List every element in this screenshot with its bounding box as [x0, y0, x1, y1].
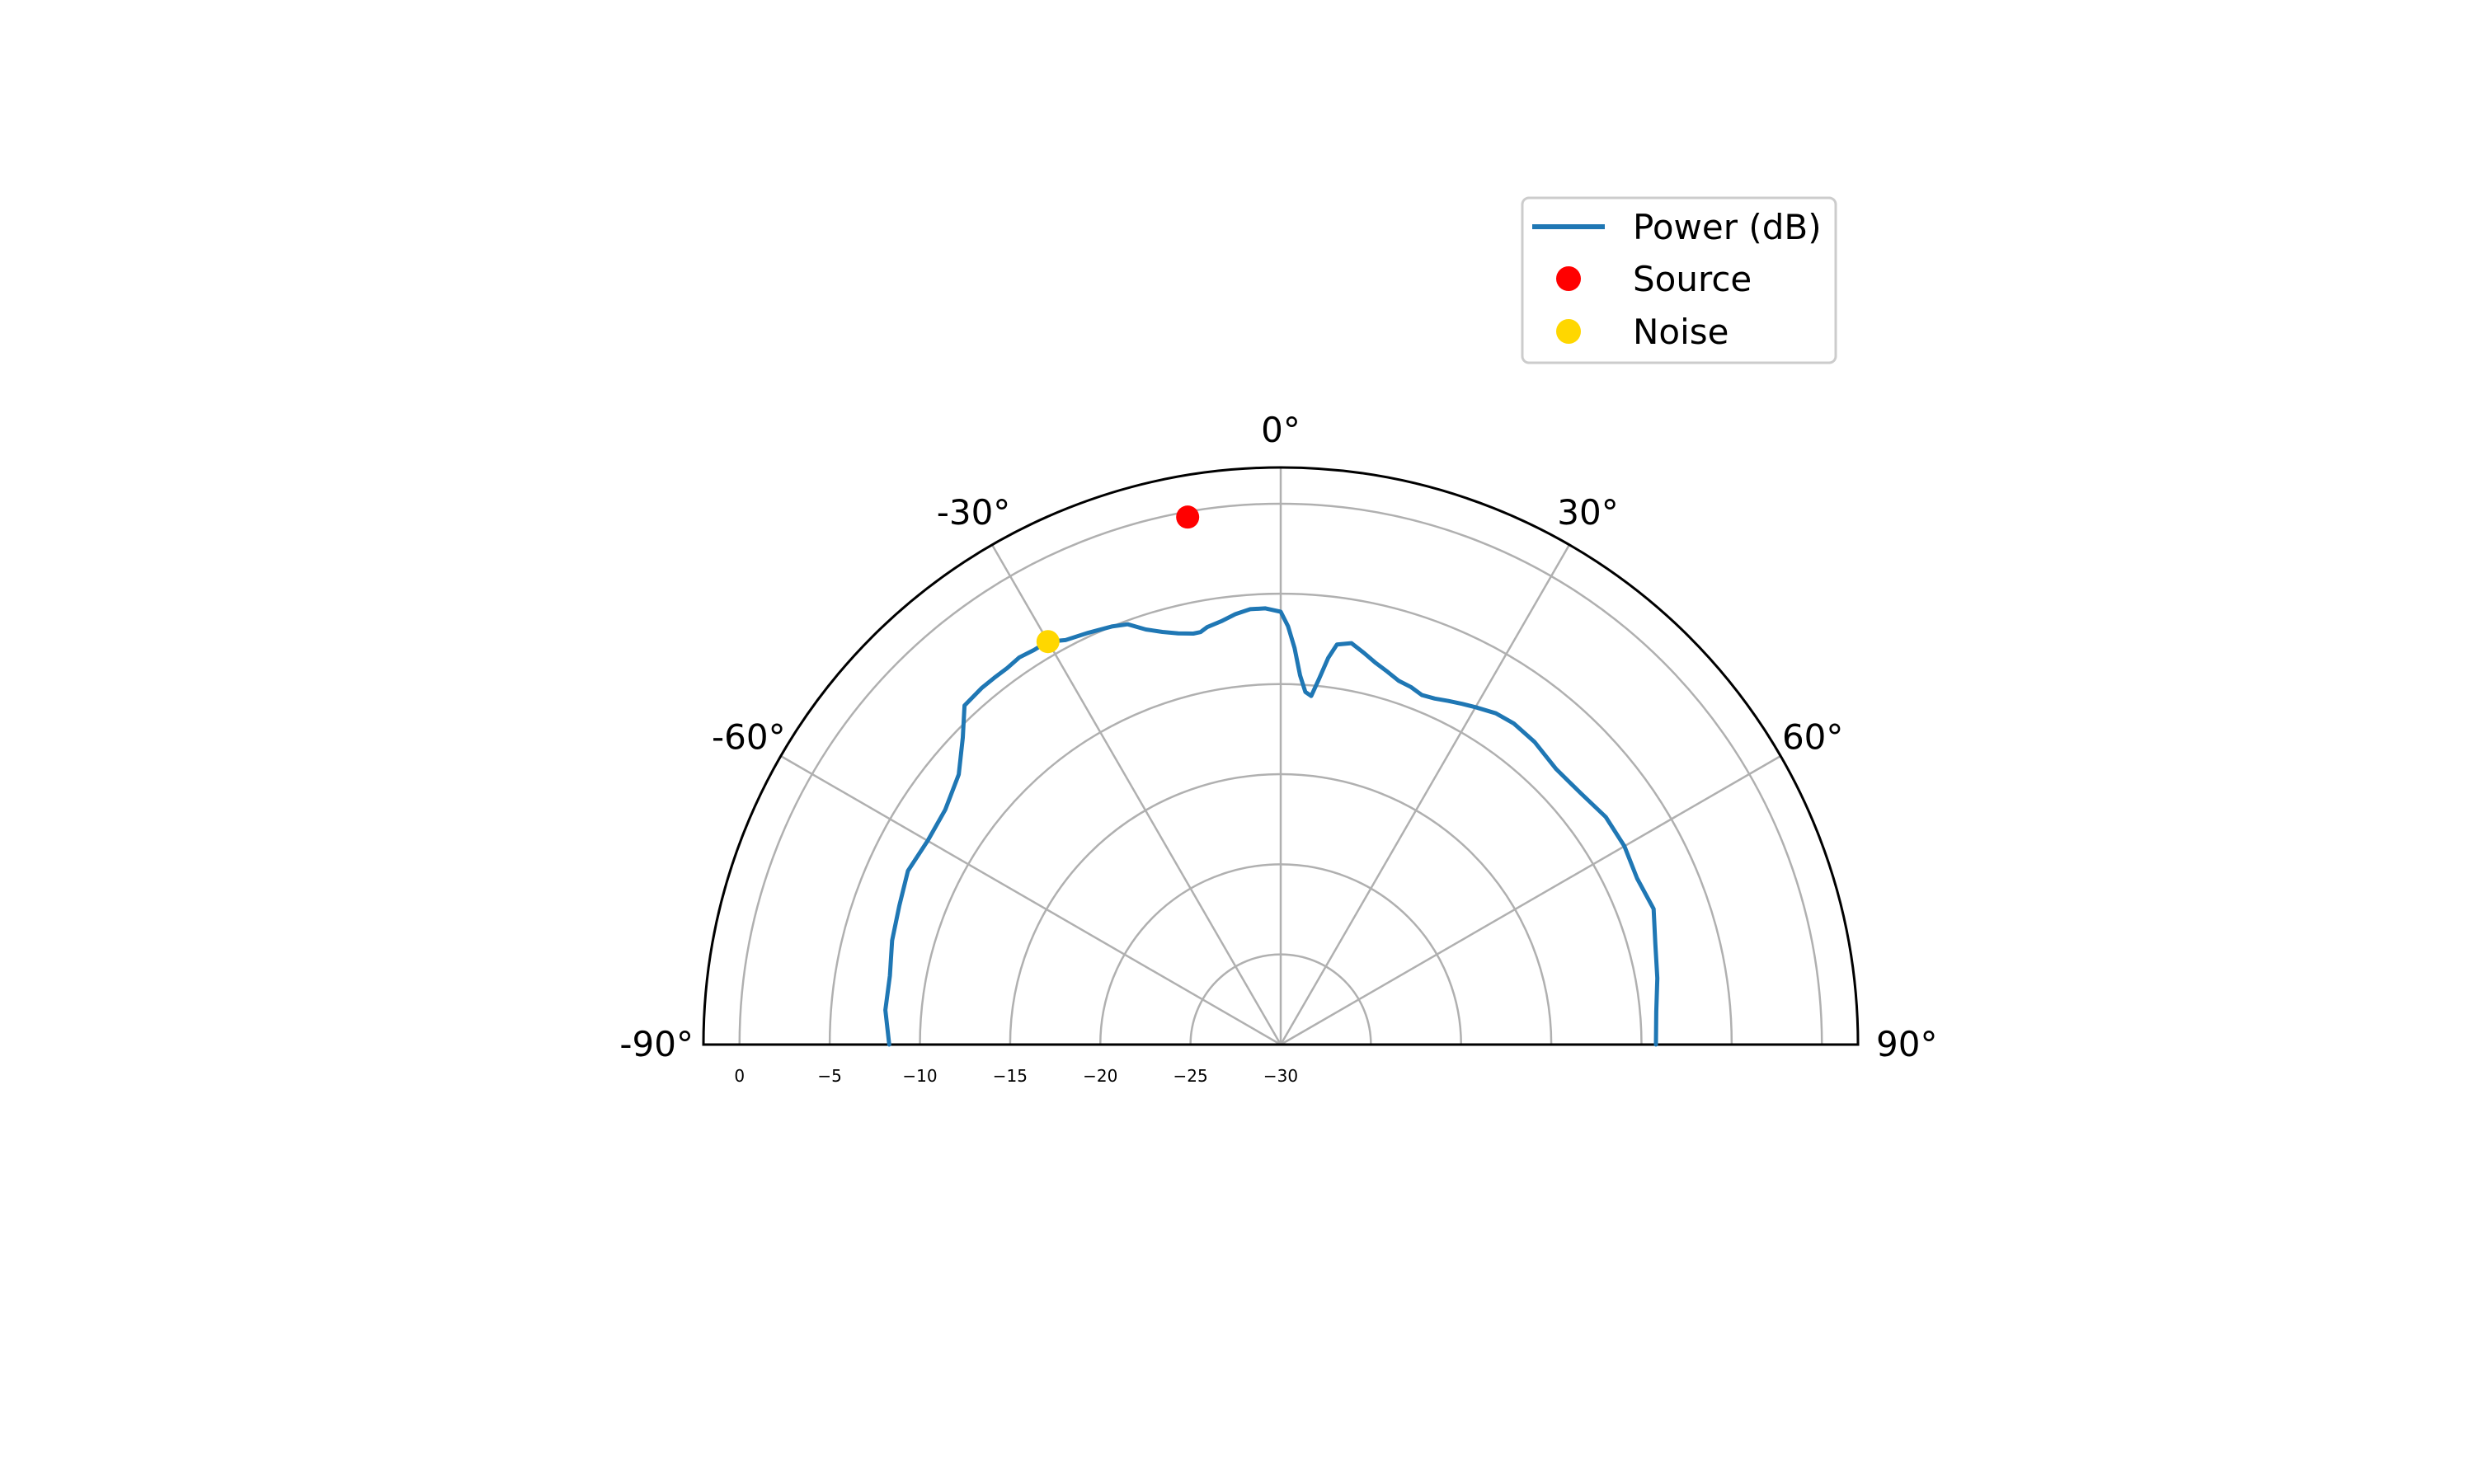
angular-gridline	[780, 754, 1282, 1046]
legend-label-noise: Noise	[1633, 312, 1729, 352]
series-point-noise	[1036, 630, 1060, 654]
radial-tick-label: −30	[1263, 1066, 1298, 1086]
radial-tick-label: 0	[734, 1066, 745, 1086]
legend: Power (dB) Source Noise	[1521, 196, 1837, 364]
radial-tick-label: −25	[1174, 1066, 1208, 1086]
angle-tick-label: -60°	[712, 717, 786, 758]
radial-tick-label: −20	[1083, 1066, 1117, 1086]
angular-gridline	[1280, 754, 1781, 1046]
polar-grid	[703, 467, 1858, 1046]
angular-gridline	[990, 544, 1282, 1045]
angle-tick-label: 0°	[1261, 410, 1300, 450]
legend-frame	[1521, 196, 1837, 364]
angle-tick-label: -30°	[937, 492, 1011, 533]
polar-frame	[702, 466, 1860, 1046]
angle-tick-label: 30°	[1557, 492, 1618, 533]
legend-label-source: Source	[1633, 259, 1752, 299]
series-layer	[883, 505, 1660, 1047]
series-line-power	[883, 606, 1660, 1047]
radial-tick-label: −15	[993, 1066, 1028, 1086]
angle-tick-label: 60°	[1782, 717, 1843, 758]
legend-marker-noise	[1556, 319, 1581, 344]
angle-tick-label: -90°	[619, 1024, 694, 1064]
angle-tick-label: 90°	[1876, 1024, 1937, 1064]
angular-gridline	[1279, 544, 1571, 1045]
series-point-source	[1176, 505, 1200, 529]
radial-tick-label: −5	[817, 1066, 841, 1086]
legend-label-power: Power (dB)	[1633, 207, 1822, 247]
tick-labels: -90° -60° -30° 0° 30° 60° 90° 0 −5 −10 −15 −20 −25 −3…	[619, 410, 1937, 1086]
radial-tick-label: −10	[902, 1066, 937, 1086]
legend-marker-source	[1556, 266, 1581, 291]
